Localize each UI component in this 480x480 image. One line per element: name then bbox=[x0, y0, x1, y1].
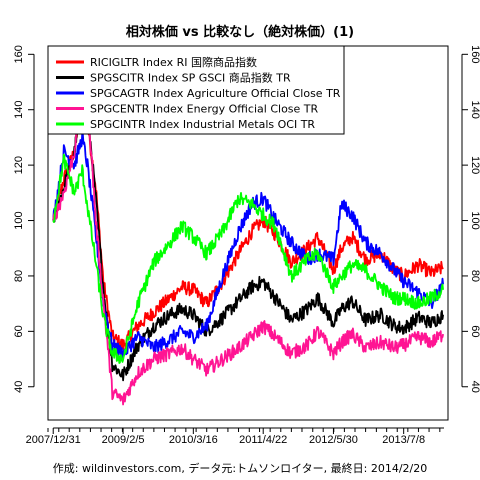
series-layer bbox=[52, 79, 444, 406]
y-axis-left: 40 60 80 100 120 140 160 bbox=[13, 45, 35, 393]
x-tick-label: 2011/4/22 bbox=[239, 434, 287, 446]
y-tick-label-left: 100 bbox=[13, 211, 25, 229]
y-tick-label-left: 40 bbox=[13, 381, 25, 393]
x-tick-label: 2013/7/8 bbox=[382, 434, 425, 446]
series-line-3 bbox=[52, 132, 444, 360]
legend-label-2: SPGSCITR Index SP GSCI 商品指数 TR bbox=[90, 71, 291, 85]
y-tick-label-right: 100 bbox=[469, 211, 480, 229]
y-tick-label-right: 160 bbox=[469, 45, 480, 63]
y-tick-label-right: 80 bbox=[469, 270, 480, 282]
series-line-1 bbox=[52, 100, 444, 350]
legend-label-4: SPGCENTR Index Energy Official Close TR bbox=[90, 103, 319, 116]
y-tick-label-left: 80 bbox=[13, 270, 25, 282]
x-tick-label: 2012/5/30 bbox=[309, 434, 358, 446]
series-line-4 bbox=[52, 79, 444, 406]
y-tick-label-right: 60 bbox=[469, 325, 480, 337]
y-tick-label-right: 120 bbox=[469, 156, 480, 174]
y-tick-label-left: 120 bbox=[13, 156, 25, 174]
x-tick-label: 2009/2/5 bbox=[102, 434, 145, 446]
y-tick-label-left: 160 bbox=[13, 45, 25, 63]
legend-label-5: SPGCINTR Index Industrial Metals OCI TR bbox=[90, 118, 315, 131]
legend-label-1: RICIGLTR Index RI 国際商品指数 bbox=[90, 55, 257, 69]
legend-box bbox=[47, 45, 345, 135]
y-tick-label-left: 140 bbox=[13, 101, 25, 119]
chart-title: 相対株価 vs 比較なし（絶対株価）(1) bbox=[126, 24, 354, 40]
legend: RICIGLTR Index RI 国際商品指数 SPGSCITR Index S… bbox=[47, 45, 345, 135]
y-tick-label-right: 40 bbox=[469, 381, 480, 393]
y-tick-label-left: 60 bbox=[13, 325, 25, 337]
x-tick-label: 2007/12/31 bbox=[26, 434, 81, 446]
x-axis: 2007/12/31 2009/2/5 2010/3/16 2011/4/22 2012… bbox=[26, 427, 444, 446]
y-axis-right: 40 60 80 100 120 140 160 bbox=[461, 45, 480, 393]
series-line-5 bbox=[52, 153, 444, 364]
chart-caption: 作成: wildinvestors.com, データ元:トムソンロイター, 最終… bbox=[53, 461, 427, 475]
y-tick-label-right: 140 bbox=[469, 101, 480, 119]
legend-label-3: SPGCAGTR Index Agriculture Official Clos… bbox=[90, 87, 341, 100]
series-line-2 bbox=[52, 96, 444, 382]
x-tick-label: 2010/3/16 bbox=[169, 434, 218, 446]
